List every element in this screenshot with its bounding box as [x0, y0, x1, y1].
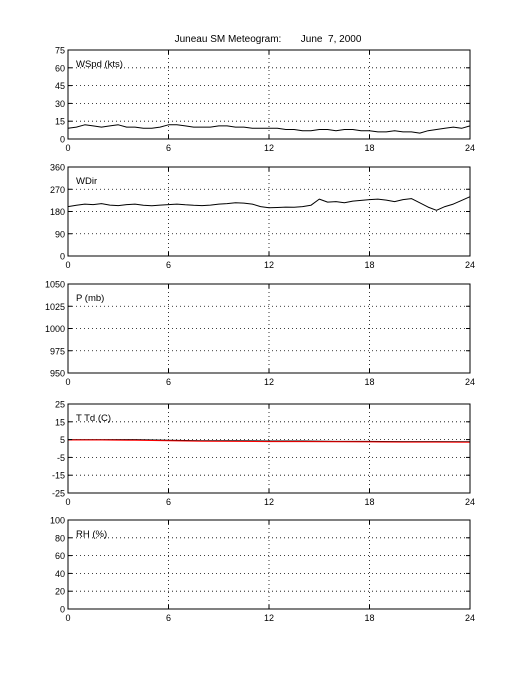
y-tick-label: 15: [55, 417, 65, 427]
y-tick-label: 0: [60, 605, 65, 615]
x-tick-label: 24: [465, 497, 475, 507]
figure-title: Juneau SM Meteogram: June 7, 2000: [175, 34, 362, 45]
y-tick-label: 975: [50, 346, 65, 356]
x-tick-label: 12: [264, 613, 274, 623]
panel-label: WDir: [76, 176, 97, 187]
y-tick-label: 1000: [45, 324, 65, 334]
y-tick-label: 100: [50, 516, 65, 526]
x-tick-label: 6: [166, 377, 171, 387]
x-tick-label: 24: [465, 377, 475, 387]
x-tick-label: 12: [264, 497, 274, 507]
x-tick-label: 18: [364, 377, 374, 387]
panel-5: 0 20 40 60 80 100 0 6 12 18 24 RH (%): [50, 516, 475, 624]
y-tick-label: 15: [55, 117, 65, 127]
x-tick-label: 24: [465, 613, 475, 623]
series-line-1: [67, 124, 471, 134]
y-tick-label: -25: [52, 489, 65, 499]
y-tick-label: 80: [55, 533, 65, 543]
x-tick-label: 6: [166, 497, 171, 507]
y-tick-label: 60: [55, 551, 65, 561]
y-tick-label: 60: [55, 63, 65, 73]
y-tick-label: 40: [55, 569, 65, 579]
y-tick-label: 1025: [45, 302, 65, 312]
x-tick-label: 12: [264, 377, 274, 387]
x-tick-label: 6: [166, 260, 171, 270]
y-tick-label: 75: [55, 46, 65, 56]
y-tick-label: 30: [55, 99, 65, 109]
x-tick-label: 18: [364, 260, 374, 270]
panel-3: 950 975 1000 1025 1050 0 6 12 18 24 P (mb): [45, 280, 475, 388]
y-tick-label: 270: [50, 185, 65, 195]
x-tick-label: 18: [364, 143, 374, 153]
y-tick-label: -5: [57, 453, 65, 463]
x-tick-label: 18: [364, 497, 374, 507]
x-tick-label: 0: [65, 613, 70, 623]
y-tick-label: 360: [50, 163, 65, 173]
x-tick-label: 18: [364, 613, 374, 623]
x-tick-label: 6: [166, 613, 171, 623]
series-line-2: [68, 439, 471, 443]
x-tick-label: 24: [465, 143, 475, 153]
y-tick-label: 90: [55, 229, 65, 239]
y-tick-label: 5: [60, 435, 65, 445]
x-tick-label: 0: [65, 377, 70, 387]
y-tick-label: 0: [60, 252, 65, 262]
y-tick-label: 45: [55, 81, 65, 91]
panel-2: 0 90 180 270 360 0 6 12 18 24 WDir: [50, 163, 475, 271]
panel-label: RH (%): [76, 529, 107, 540]
y-tick-label: 950: [50, 369, 65, 379]
x-tick-label: 6: [166, 143, 171, 153]
y-tick-label: 25: [55, 400, 65, 410]
y-tick-label: -15: [52, 471, 65, 481]
series-line-1: [67, 196, 471, 211]
x-tick-label: 24: [465, 260, 475, 270]
panel-label: T Td (C): [76, 413, 111, 424]
x-tick-label: 12: [264, 260, 274, 270]
y-tick-label: 180: [50, 207, 65, 217]
y-tick-label: 0: [60, 135, 65, 145]
panel-label: WSpd (kts): [76, 59, 123, 70]
x-tick-label: 12: [264, 143, 274, 153]
panel-1: 0 15 30 45 60 75 0 6 12 18 24 WSpd (kts): [55, 46, 475, 154]
x-tick-label: 0: [65, 260, 70, 270]
x-tick-label: 0: [65, 497, 70, 507]
x-tick-label: 0: [65, 143, 70, 153]
panel-4: -25 -15 -5 5 15 25 0 6 12 18 24 T Td (C): [52, 400, 475, 508]
panel-label: P (mb): [76, 293, 104, 304]
y-tick-label: 20: [55, 587, 65, 597]
y-tick-label: 1050: [45, 280, 65, 290]
